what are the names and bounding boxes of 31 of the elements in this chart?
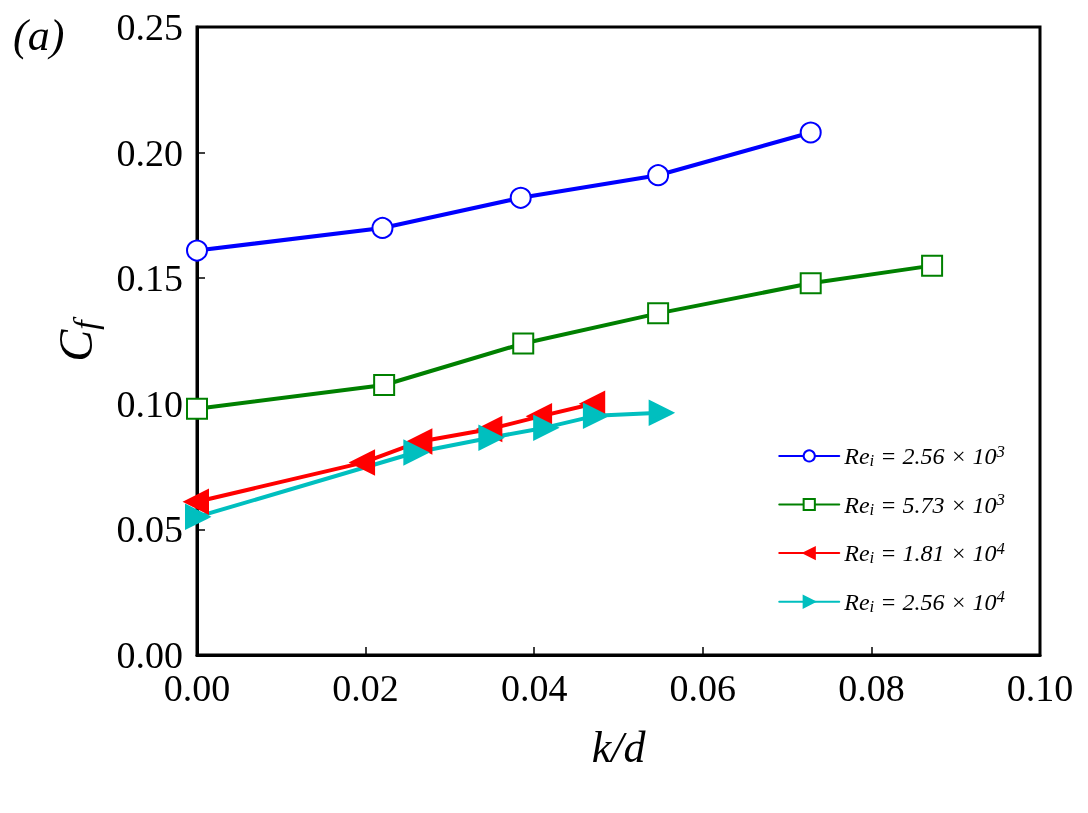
point (186, 397, 208, 420)
x-tick-label: 0.08 (838, 667, 905, 709)
point (582, 403, 607, 428)
x-axis-title: k/d (591, 722, 647, 772)
point (799, 272, 822, 295)
point (182, 488, 209, 515)
point (647, 302, 670, 325)
point (371, 216, 394, 239)
x-tick-label: 0.02 (332, 667, 399, 709)
point (921, 254, 944, 277)
x-tick-label: 0.06 (669, 667, 737, 709)
y-tick-label: 0.10 (116, 382, 183, 425)
point (533, 414, 560, 441)
y-tick-label: 0.25 (116, 6, 183, 48)
point (185, 503, 212, 530)
x-tick-label: 0.10 (1006, 667, 1074, 709)
point (186, 239, 208, 262)
y-tick-label: 0.05 (116, 508, 183, 551)
point (799, 121, 822, 144)
chart-title: (a) (13, 10, 65, 60)
point (478, 424, 505, 451)
point (373, 373, 396, 396)
point (509, 186, 532, 209)
y-axis-title: Cf (48, 315, 104, 362)
point (648, 400, 673, 425)
point (512, 332, 535, 355)
y-tick-label: 0.15 (116, 257, 183, 300)
point (647, 164, 670, 187)
y-tick-label: 0.20 (116, 131, 183, 174)
x-tick-label: 0.04 (500, 667, 568, 709)
point (403, 439, 430, 466)
